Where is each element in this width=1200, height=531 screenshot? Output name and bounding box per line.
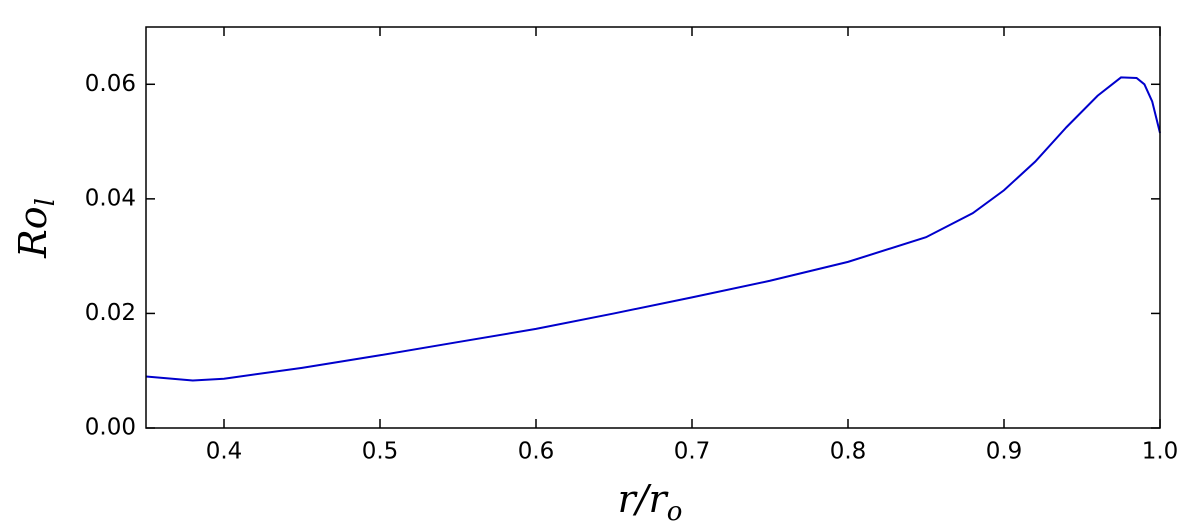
x-axis-label: r/ro bbox=[618, 477, 683, 527]
y-tick-label: 0.02 bbox=[85, 300, 136, 326]
x-tick-label: 0.9 bbox=[986, 439, 1023, 465]
y-tick-label: 0.04 bbox=[85, 185, 136, 211]
y-tick-label: 0.06 bbox=[85, 71, 136, 97]
x-tick-label: 0.4 bbox=[206, 439, 243, 465]
y-label-base: Ro bbox=[11, 206, 55, 259]
x-tick-label: 0.5 bbox=[362, 439, 399, 465]
x-label-base: r/r bbox=[618, 477, 670, 521]
x-tick-label: 0.7 bbox=[674, 439, 711, 465]
y-axis-label: Rol bbox=[11, 198, 61, 259]
x-label-sub: o bbox=[667, 497, 683, 527]
y-tick-label: 0.00 bbox=[85, 415, 136, 441]
plot-frame bbox=[145, 26, 1161, 429]
y-label-sub: l bbox=[31, 198, 61, 206]
x-tick-label: 0.6 bbox=[518, 439, 555, 465]
x-tick-label: 1.0 bbox=[1142, 439, 1179, 465]
line-series bbox=[145, 76, 1161, 382]
x-tick-label: 0.8 bbox=[830, 439, 867, 465]
